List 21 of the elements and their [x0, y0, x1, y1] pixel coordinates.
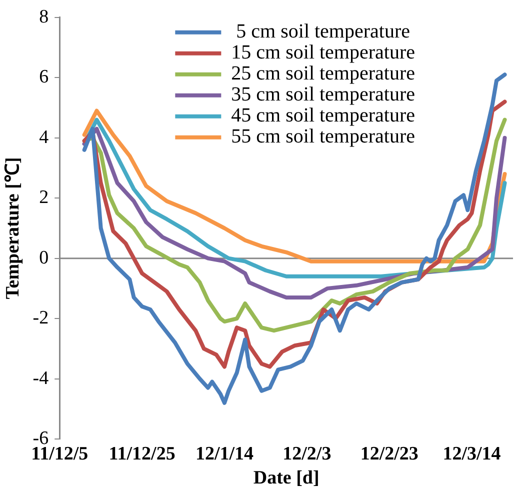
x-tick-label: 12/1/14	[195, 443, 254, 464]
legend-label: 35 cm soil temperature	[231, 84, 416, 106]
x-tick-label: 12/3/14	[442, 443, 502, 464]
x-tick-label: 12/2/23	[360, 443, 418, 464]
y-tick-label: 2	[39, 187, 49, 208]
y-tick-label: -4	[32, 368, 50, 389]
legend-label: 25 cm soil temperature	[231, 62, 416, 85]
legend-label: 5 cm soil temperature	[231, 20, 410, 43]
y-tick-label: 8	[39, 6, 49, 28]
x-axis-title: Date [d]	[253, 467, 320, 488]
y-axis-title: Temperature [℃]	[2, 157, 24, 300]
y-tick-label: 4	[39, 126, 50, 148]
legend-label: 15 cm soil temperature	[231, 42, 416, 64]
legend-label: 45 cm soil temperature	[231, 104, 416, 127]
x-tick-label: 11/12/25	[108, 443, 176, 464]
x-tick-label: 11/12/5	[31, 443, 88, 464]
x-tick-label: 12/2/3	[282, 443, 332, 464]
y-tick-label: -2	[32, 308, 49, 329]
legend-label: 55 cm soil temperature	[231, 126, 416, 148]
y-tick-label: 0	[39, 247, 49, 268]
y-tick-label: 6	[39, 66, 49, 88]
